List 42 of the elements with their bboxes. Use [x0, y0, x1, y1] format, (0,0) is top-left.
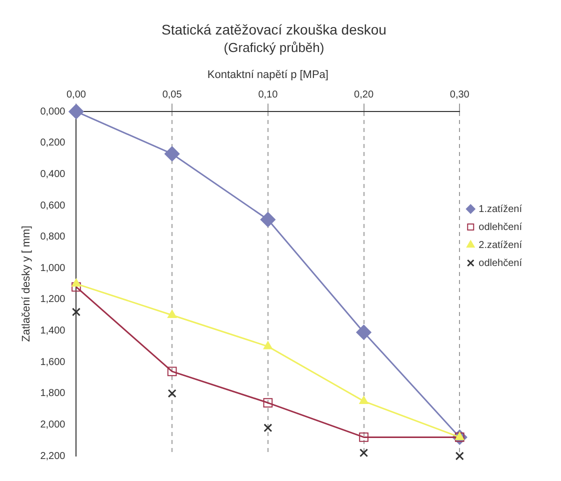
y-tick-label: 2,000: [40, 419, 66, 430]
point: [68, 104, 84, 120]
y-tick-label: 1,200: [40, 294, 66, 306]
y-tick-label: 1,400: [40, 326, 66, 337]
x-tick-label: 0,05: [162, 89, 182, 100]
point: [168, 310, 177, 318]
point: [359, 432, 368, 442]
y-tick-label: 0,400: [40, 168, 66, 180]
y-tick-label: 0,200: [40, 138, 66, 149]
point: [264, 424, 272, 432]
chart-title: Statická zatěžovací zkouška deskou: [162, 21, 386, 38]
x-tick-label: 0,30: [450, 89, 470, 100]
legend-label: 1.zatížení: [478, 204, 522, 215]
x-tick-label: 0,00: [66, 89, 86, 100]
point: [260, 212, 276, 228]
point: [359, 448, 368, 458]
x-tick-label: 0,10: [258, 89, 278, 100]
point: [455, 452, 464, 460]
point: [168, 389, 176, 398]
legend-label: odlehčení: [478, 222, 522, 233]
y-tick-label: 0,600: [40, 200, 66, 212]
point: [72, 308, 81, 316]
point: [263, 341, 272, 350]
y-axis-title: Zatlačení desky y [ mm]: [20, 226, 33, 342]
point: [263, 398, 273, 408]
legend-label: 2.zatížení: [478, 240, 522, 251]
point: [359, 396, 368, 404]
y-tick-label: 2,200: [40, 450, 66, 462]
point: [356, 324, 372, 340]
legend-label: odlehčení: [478, 258, 522, 269]
y-tick-label: 1,600: [40, 356, 66, 368]
point: [167, 366, 177, 376]
y-tick-label: 1,000: [40, 262, 66, 274]
chart-subtitle: (Grafický průběh): [224, 40, 324, 56]
x-tick-label: 0,20: [354, 89, 374, 100]
point: [164, 146, 180, 162]
point: [72, 278, 81, 287]
x-axis-title: Kontaktní napětí p [MPa]: [207, 69, 328, 82]
y-tick-label: 1,800: [40, 388, 66, 400]
y-tick-label: 0,800: [40, 232, 66, 243]
y-tick-label: 0,000: [40, 106, 66, 118]
point: [72, 282, 81, 292]
